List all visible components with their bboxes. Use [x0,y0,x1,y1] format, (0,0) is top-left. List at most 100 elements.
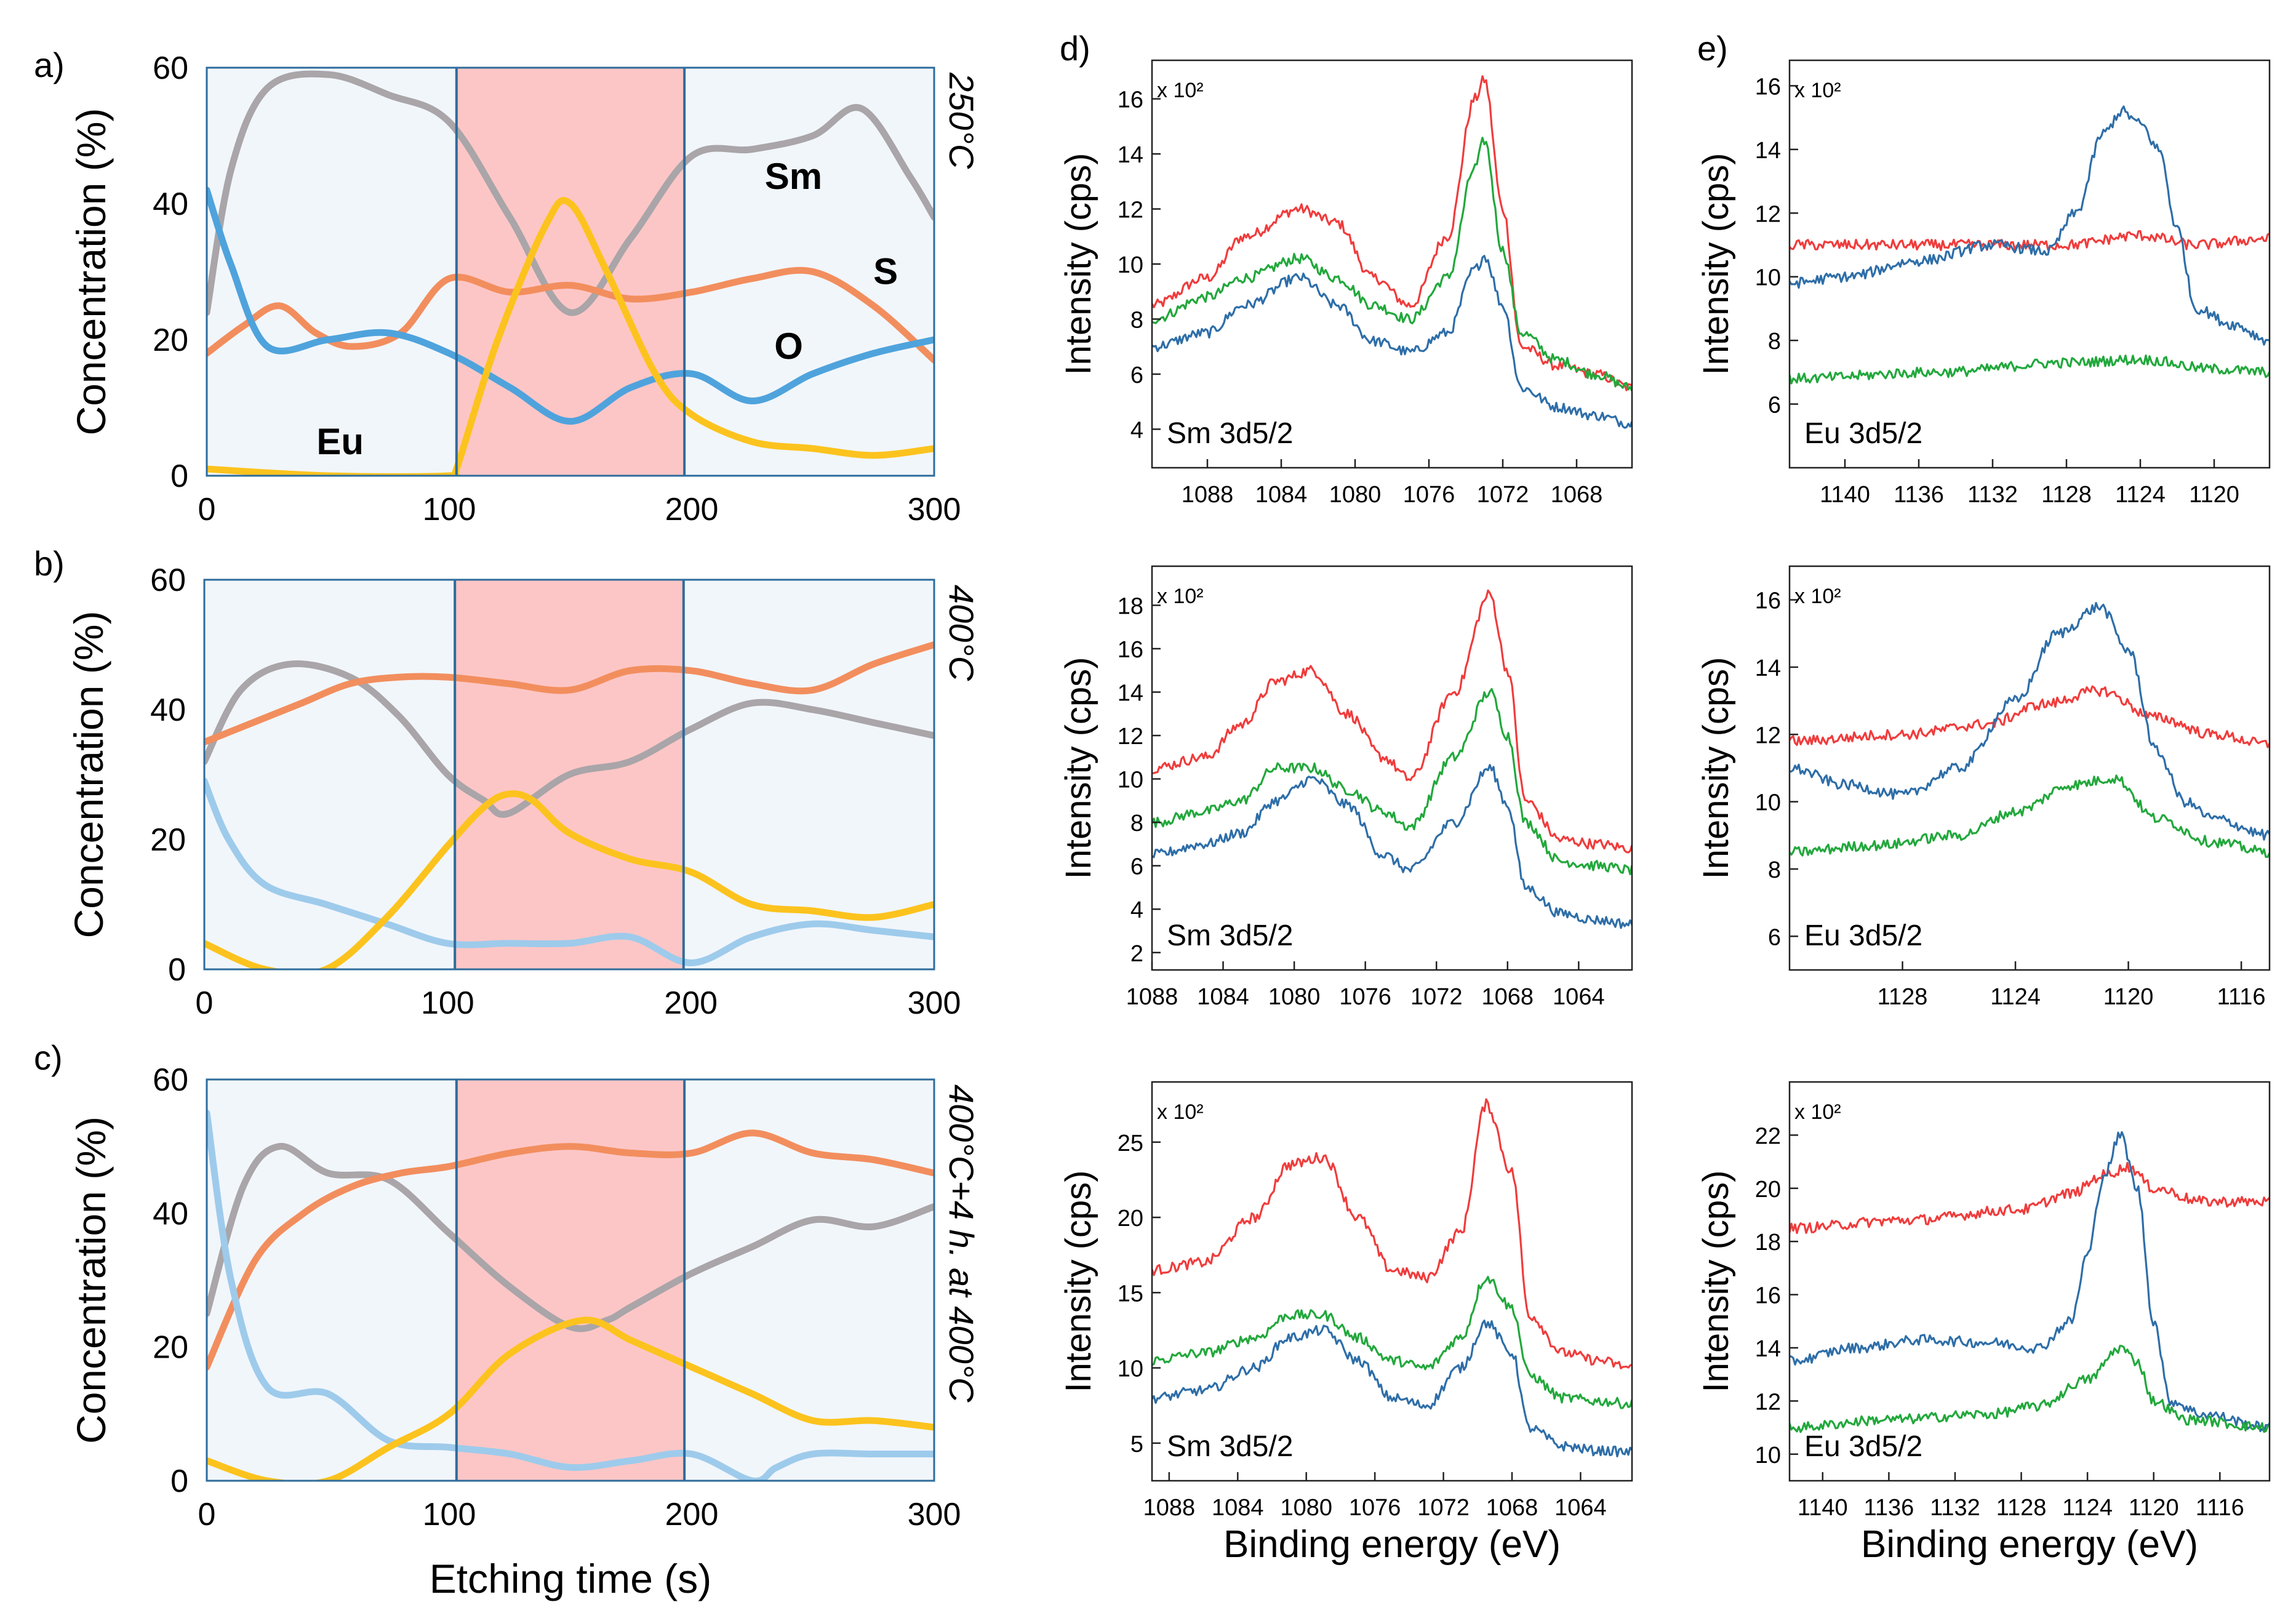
x-tick-label: 1076 [1403,482,1455,508]
plot-frame [1788,565,2271,971]
y-tick-label: 6 [1768,924,1781,950]
multiplier-label: x 10² [1157,585,1204,608]
y-tick-label: 0 [170,1464,188,1499]
x-tick-label: 1080 [1329,482,1382,508]
multiplier-label: x 10² [1794,585,1841,608]
x-tick-label: 1124 [1990,984,2041,1010]
series-annotation-sm: Sm [765,156,822,197]
x-tick-label: 1140 [1820,482,1870,508]
x-tick-label: 1064 [1553,984,1605,1010]
y-tick-label: 6 [1768,393,1781,419]
x-tick-label: 1120 [2129,1495,2179,1521]
x-axis-label: Binding energy (eV) [1861,1523,2198,1566]
series-line-o [204,777,934,966]
spectrum-line-green [1790,1345,2270,1433]
y-tick-label: 20 [150,822,186,858]
x-tick-label: 1084 [1255,482,1308,508]
y-axis-label: Intensity (cps) [1058,657,1098,879]
panel-letter: d) [1060,29,1090,68]
y-tick-label: 10 [1755,1443,1781,1468]
y-tick-label: 14 [1755,1336,1781,1362]
peak-label: Eu 3d5/2 [1804,1430,1922,1463]
x-tick-label: 200 [665,492,719,527]
x-tick-label: 1128 [1878,984,1928,1010]
x-tick-label: 0 [196,985,214,1021]
panel-letter: e) [1697,29,1728,68]
x-tick-label: 1124 [2115,482,2166,508]
y-tick-label: 18 [1118,593,1143,619]
spectrum-line-red [1790,1161,2270,1235]
plot-frame [1788,1081,2271,1482]
y-tick-label: 14 [1118,142,1143,168]
spectrum-line-green [1152,137,1632,392]
y-tick-label: 6 [1130,854,1143,880]
spectrum-line-red [1152,75,1632,391]
y-tick-label: 0 [170,459,188,494]
series-line-s [207,266,934,364]
y-tick-label: 18 [1755,1230,1781,1256]
highlight-band [456,68,685,476]
y-tick-label: 22 [1755,1123,1781,1149]
panel-letter: c) [34,1038,63,1077]
xps-panel-5: 6 8 10 12 14 16 1128 1124 1120 1116 x 10² Eu 3d5/2 I… [1696,565,2271,1010]
plot-frame [206,1078,935,1482]
x-tick-label: 1088 [1143,1495,1196,1521]
y-tick-label: 25 [1118,1131,1143,1156]
y-tick-label: 20 [1118,1206,1143,1232]
peak-label: Eu 3d5/2 [1804,417,1922,450]
y-tick-label: 16 [1755,588,1781,614]
x-tick-label: 1116 [2217,984,2266,1010]
series-annotation-eu: Eu [316,421,364,462]
spectrum-line-red [1152,1098,1632,1369]
y-axis-label: Intensity (cps) [1058,153,1098,375]
y-tick-label: 20 [153,1330,188,1366]
xps-panel-4: 6 8 10 12 14 16 1140 1136 1132 1128 1124 1120 x 10² E… [1696,29,2271,508]
y-tick-label: 10 [1755,790,1781,816]
y-axis-label: Concentration (%) [68,108,114,436]
spectrum-line-blue [1152,1320,1632,1457]
series-line-o [207,1109,934,1481]
series-line-eu [207,1316,934,1481]
x-tick-label: 1088 [1126,984,1178,1010]
x-tick-label: 0 [198,492,216,527]
x-tick-label: 1088 [1182,482,1234,508]
concentration-panel-2: 0 20 40 60 0 100 200 300 Concentration (%)b) 400°… [34,544,981,1021]
x-tick-label: 1068 [1486,1495,1538,1521]
y-axis-label: Intensity (cps) [1696,657,1736,879]
temperature-label: 250°C [942,72,981,169]
y-tick-label: 2 [1130,941,1143,967]
y-tick-label: 60 [153,1062,188,1098]
x-tick-label: 1064 [1554,1495,1607,1521]
y-tick-label: 14 [1118,681,1143,707]
x-tick-label: 1068 [1482,984,1534,1010]
y-tick-label: 10 [1118,1356,1143,1382]
y-tick-label: 20 [1755,1177,1781,1203]
y-tick-label: 10 [1118,252,1143,278]
x-tick-label: 100 [421,985,474,1021]
x-tick-label: 1128 [1996,1495,2047,1521]
multiplier-label: x 10² [1157,79,1204,102]
x-tick-label: 1084 [1212,1495,1264,1521]
y-tick-label: 40 [153,186,188,222]
series-annotation-o: O [774,326,803,367]
spectrum-line-blue [1790,1131,2270,1433]
xps-panel-2: 2 4 6 8 10 12 14 16 18 1088 1084 1080 1076 1072 1068 10… [1058,565,1633,1010]
y-tick-label: 4 [1130,417,1143,443]
peak-label: Sm 3d5/2 [1167,1430,1293,1463]
x-tick-label: 1132 [1930,1495,1980,1521]
y-axis-label: Concentration (%) [66,611,111,939]
y-axis-label: Intensity (cps) [1696,153,1736,375]
multiplier-label: x 10² [1794,1100,1841,1124]
series-line-s [204,641,934,746]
y-tick-label: 5 [1130,1432,1143,1457]
spectrum-line-blue [1152,255,1632,429]
y-tick-label: 10 [1118,767,1143,793]
x-tick-label: 1120 [2189,482,2239,508]
x-tick-label: 1072 [1410,984,1463,1010]
peak-label: Eu 3d5/2 [1804,919,1922,952]
x-tick-label: 1072 [1417,1495,1470,1521]
xps-panel-3: 5 10 15 20 25 1088 1084 1080 1076 1072 1068 1064 x 1… [1058,1081,1633,1566]
x-tick-label: 100 [423,492,476,527]
x-tick-label: 100 [423,1497,476,1532]
